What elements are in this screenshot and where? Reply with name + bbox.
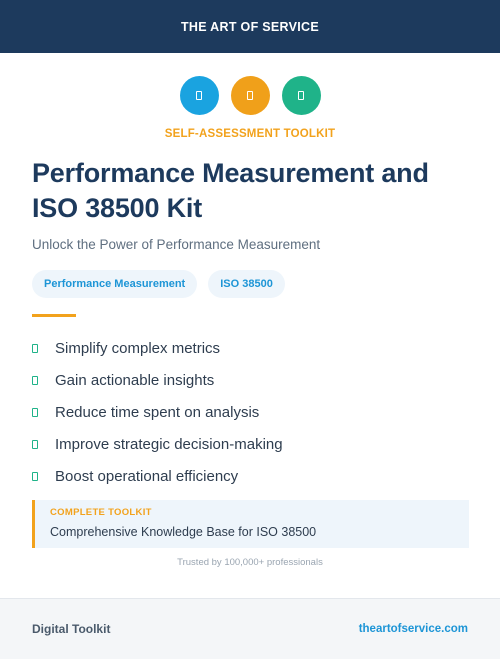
tag-iso-38500[interactable]: ISO 38500 xyxy=(208,270,285,298)
list-item: Gain actionable insights xyxy=(32,364,283,396)
footer: Digital Toolkit theartofservice.com xyxy=(0,598,500,659)
check-icon xyxy=(32,343,38,353)
document-icon xyxy=(196,91,202,100)
benefit-text: Reduce time spent on analysis xyxy=(55,403,260,421)
document-icon xyxy=(247,91,253,100)
toolkit-kicker: SELF-ASSESSMENT TOOLKIT xyxy=(164,128,336,140)
check-icon xyxy=(32,439,38,449)
blue-badge-icon xyxy=(179,76,219,115)
page-title: Performance Measurement and ISO 38500 Ki… xyxy=(32,158,429,223)
page-subtitle: Unlock the Power of Performance Measurem… xyxy=(32,237,321,252)
green-badge-icon xyxy=(281,76,321,115)
callout-label: COMPLETE TOOLKIT xyxy=(50,507,152,518)
benefit-text: Gain actionable insights xyxy=(55,371,215,389)
list-item: Reduce time spent on analysis xyxy=(32,396,283,428)
orange-badge-icon xyxy=(230,76,270,115)
benefit-text: Boost operational efficiency xyxy=(55,467,239,485)
check-icon xyxy=(32,375,38,385)
document-icon xyxy=(298,91,304,100)
check-icon xyxy=(32,407,38,417)
feature-icons xyxy=(0,76,500,115)
top-banner: THE ART OF SERVICE xyxy=(0,0,500,53)
complete-toolkit-callout: COMPLETE TOOLKIT Comprehensive Knowledge… xyxy=(32,500,469,548)
list-item: Boost operational efficiency xyxy=(32,460,283,492)
callout-description: Comprehensive Knowledge Base for ISO 385… xyxy=(50,525,317,539)
website-link[interactable]: theartofservice.com xyxy=(358,623,468,635)
tag-list: Performance Measurement ISO 38500 xyxy=(32,270,285,298)
benefit-text: Improve strategic decision-making xyxy=(55,435,283,453)
check-icon xyxy=(32,471,38,481)
brand-name: THE ART OF SERVICE xyxy=(180,19,320,34)
trust-statement: Trusted by 100,000+ professionals xyxy=(177,557,323,568)
list-item: Improve strategic decision-making xyxy=(32,428,283,460)
benefit-list: Simplify complex metrics Gain actionable… xyxy=(32,332,283,492)
accent-divider xyxy=(32,314,76,317)
footer-label: Digital Toolkit xyxy=(32,622,111,636)
tag-performance-measurement[interactable]: Performance Measurement xyxy=(32,270,198,298)
benefit-text: Simplify complex metrics xyxy=(55,339,221,357)
list-item: Simplify complex metrics xyxy=(32,332,283,364)
